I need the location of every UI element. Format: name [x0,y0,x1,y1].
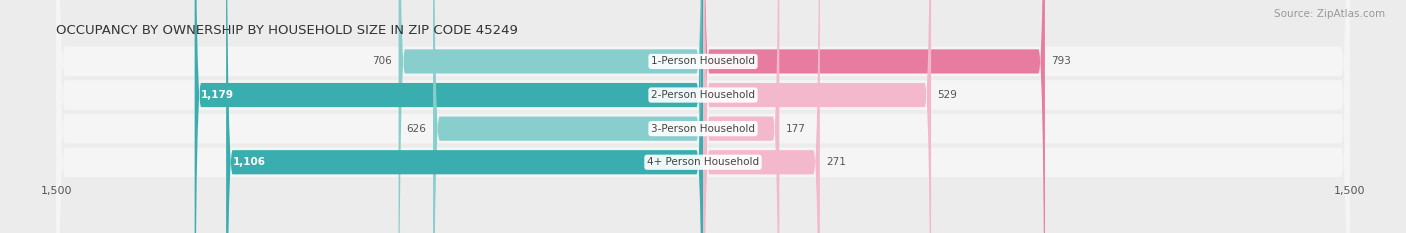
Text: 626: 626 [406,124,426,134]
Text: 529: 529 [938,90,957,100]
Text: Source: ZipAtlas.com: Source: ZipAtlas.com [1274,9,1385,19]
FancyBboxPatch shape [56,0,1350,233]
FancyBboxPatch shape [703,0,931,233]
FancyBboxPatch shape [56,0,1350,233]
FancyBboxPatch shape [703,0,1045,233]
FancyBboxPatch shape [226,0,703,233]
FancyBboxPatch shape [398,0,703,233]
Text: 3-Person Household: 3-Person Household [651,124,755,134]
Text: 1,179: 1,179 [201,90,235,100]
Text: 706: 706 [373,56,392,66]
FancyBboxPatch shape [433,0,703,233]
FancyBboxPatch shape [703,0,820,233]
FancyBboxPatch shape [56,0,1350,233]
Legend: Owner-occupied, Renter-occupied: Owner-occupied, Renter-occupied [582,230,824,233]
Text: OCCUPANCY BY OWNERSHIP BY HOUSEHOLD SIZE IN ZIP CODE 45249: OCCUPANCY BY OWNERSHIP BY HOUSEHOLD SIZE… [56,24,519,37]
Text: 793: 793 [1052,56,1071,66]
Text: 177: 177 [786,124,806,134]
Text: 1,106: 1,106 [232,157,266,167]
FancyBboxPatch shape [194,0,703,233]
Text: 1-Person Household: 1-Person Household [651,56,755,66]
Text: 271: 271 [827,157,846,167]
FancyBboxPatch shape [703,0,779,233]
Text: 4+ Person Household: 4+ Person Household [647,157,759,167]
Text: 2-Person Household: 2-Person Household [651,90,755,100]
FancyBboxPatch shape [56,0,1350,233]
